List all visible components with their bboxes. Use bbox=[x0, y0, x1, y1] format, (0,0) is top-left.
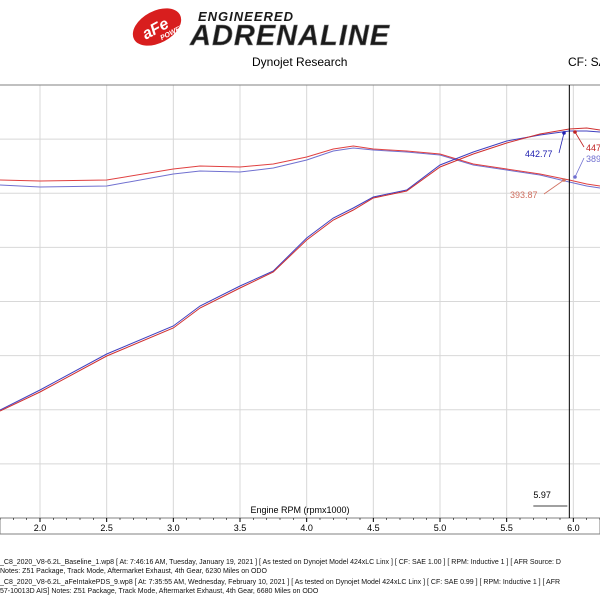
run-1-info: _C8_2020_V8-6.2L_Baseline_1.wp8 [ At: 7:… bbox=[0, 559, 561, 566]
correction-factor-label: CF: SA bbox=[568, 55, 600, 69]
series-line-baseline-upper bbox=[0, 147, 600, 189]
x-tick-label: 3.5 bbox=[234, 523, 247, 533]
series-line-intake-upper bbox=[0, 145, 600, 187]
value-label: 389 bbox=[586, 154, 600, 164]
series-line-baseline-lower bbox=[0, 130, 600, 411]
run-2-notes: 57-10013D AIS] Notes: Z51 Package, Track… bbox=[0, 588, 319, 595]
series-line-intake-lower bbox=[0, 127, 600, 412]
chart-axes: 2.0 2.5 3.0 3.5 4.0 4.5 5.0 5.5 6.0 bbox=[0, 84, 600, 535]
value-label: 447 bbox=[586, 143, 600, 153]
value-arrow bbox=[574, 131, 585, 148]
x-tick-label: 4.5 bbox=[367, 523, 380, 533]
value-label: 442.77 bbox=[525, 149, 553, 159]
x-tick-label: 5.0 bbox=[434, 523, 447, 533]
logo-wordmark: ADRENALINE bbox=[189, 20, 391, 52]
x-tick-label: 3.0 bbox=[167, 523, 180, 533]
value-arrow-head bbox=[573, 175, 577, 179]
x-tick-label: 2.5 bbox=[100, 523, 113, 533]
value-label: 393.87 bbox=[510, 190, 538, 200]
x-axis-band bbox=[0, 517, 600, 535]
run-2-info: _C8_2020_V8-6.2L_aFeIntakePDS_9.wp8 [ At… bbox=[0, 579, 561, 586]
x-tick-label: 4.0 bbox=[300, 523, 313, 533]
value-arrow bbox=[558, 132, 565, 154]
chart-series bbox=[0, 127, 600, 412]
run-1-notes: Notes: Z51 Package, Track Mode, Aftermar… bbox=[0, 568, 267, 575]
afe-adrenaline-logo: aFe POWER ENGINEERED ADRENALINE bbox=[132, 8, 391, 52]
x-tick-label: 6.0 bbox=[567, 523, 580, 533]
rpm-cursor[interactable]: 5.97 bbox=[533, 85, 570, 518]
x-axis-label: Engine RPM (rpmx1000) bbox=[250, 505, 349, 515]
value-arrow-head bbox=[573, 130, 577, 134]
x-tick-label: 2.0 bbox=[34, 523, 47, 533]
value-arrow bbox=[543, 179, 565, 195]
value-arrow-head bbox=[562, 178, 566, 182]
logo-tagline: ENGINEERED bbox=[198, 9, 294, 24]
cursor-value-label: 5.97 bbox=[533, 490, 551, 500]
value-arrow-head bbox=[562, 131, 566, 135]
x-tick-label: 5.5 bbox=[500, 523, 513, 533]
chart-grid bbox=[0, 85, 600, 518]
dyno-source-title: Dynojet Research bbox=[252, 55, 348, 69]
value-arrow bbox=[574, 157, 585, 178]
